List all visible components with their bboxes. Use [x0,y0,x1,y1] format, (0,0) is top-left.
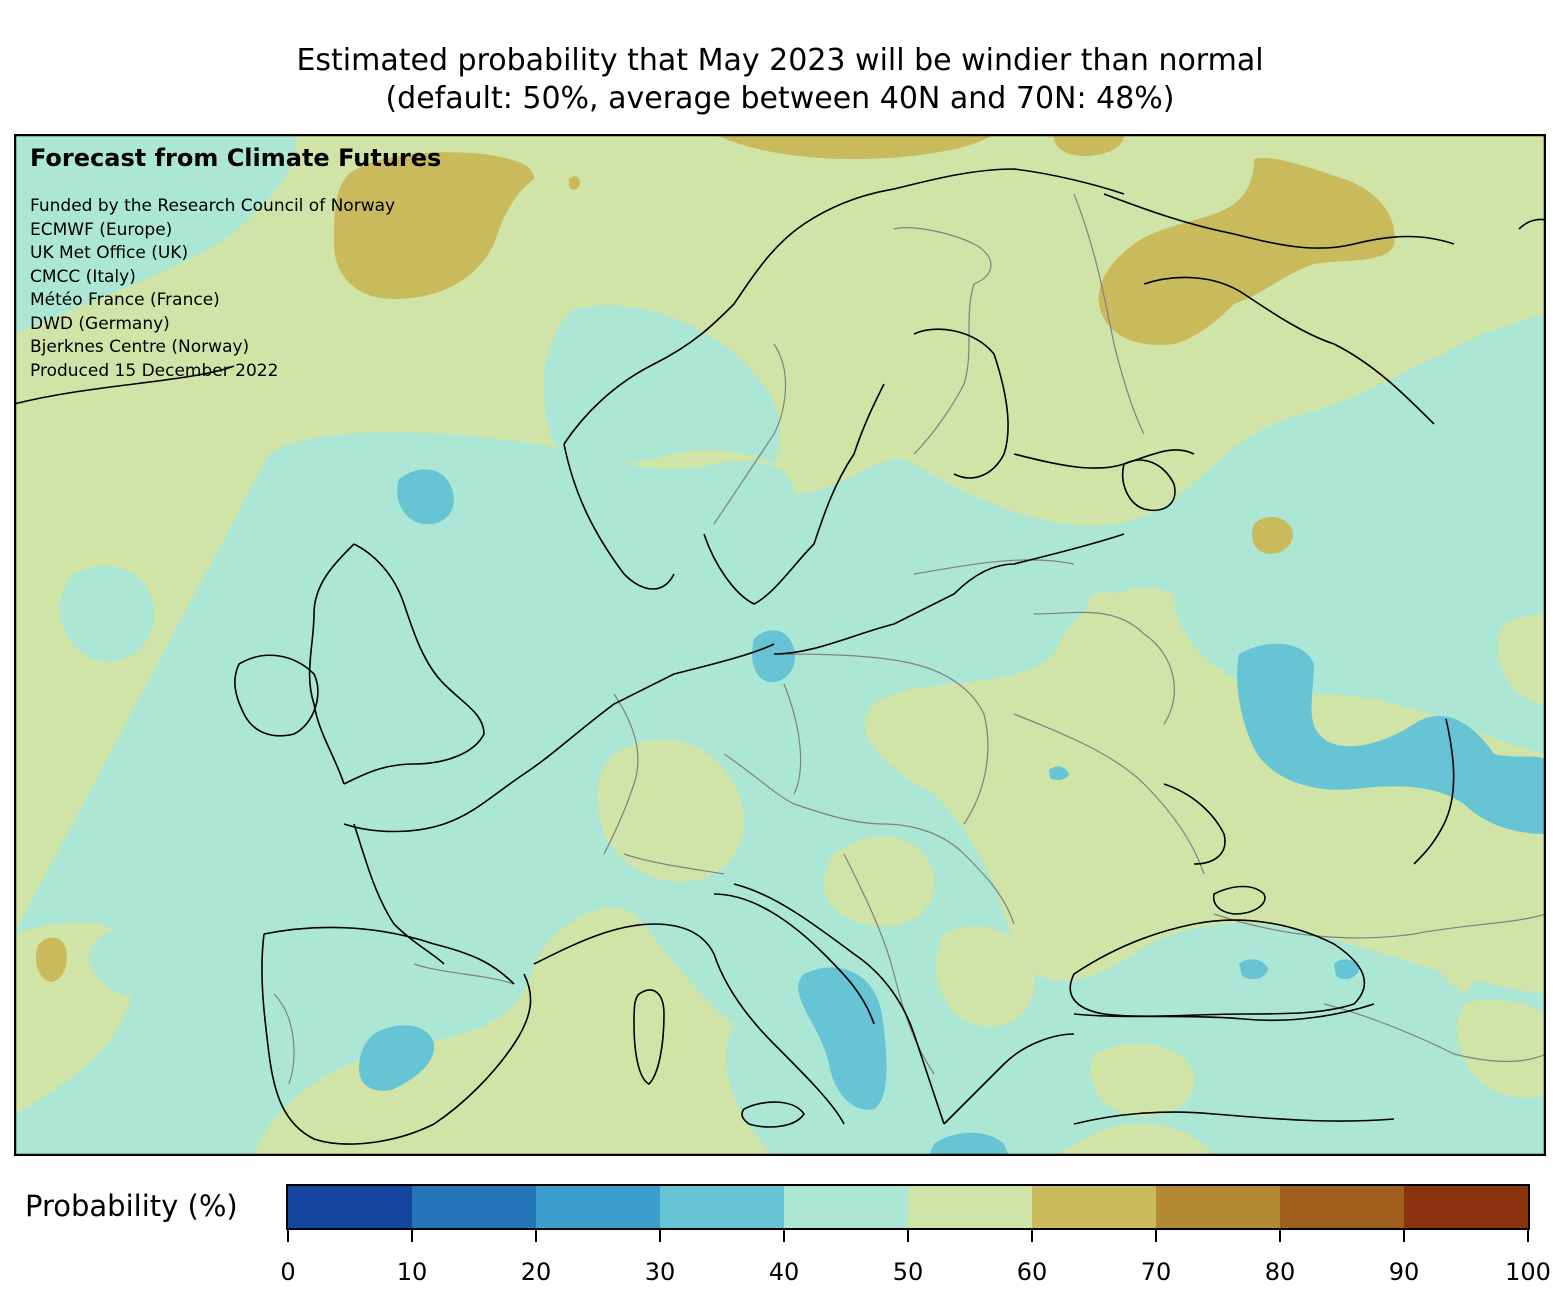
colorbar-tick-label: 0 [280,1258,296,1286]
colorbar-tick-label: 40 [768,1258,800,1286]
credits-heading: Forecast from Climate Futures [30,144,442,172]
colorbar-bin-90-100 [1404,1186,1528,1228]
colorbar [286,1184,1530,1230]
colorbar-tick [783,1230,785,1242]
credit-line: Funded by the Research Council of Norway [30,196,396,216]
credits-panel: Forecast from Climate Futures Funded by … [30,143,441,383]
map-title-line-2: (default: 50%, average between 40N and 7… [385,81,1175,116]
colorbar-bin-20-30 [536,1186,660,1228]
credit-line: DWD (Germany) [30,313,170,334]
credit-line: Produced 15 December 2022 [30,360,279,381]
colorbar-tick-label: 30 [644,1258,676,1286]
map-title-line-1: Estimated probability that May 2023 will… [296,43,1264,78]
colorbar-bin-50-60 [908,1186,1032,1228]
colorbar-tick [287,1230,289,1242]
colorbar-tick [1403,1230,1405,1242]
colorbar-tick [1155,1230,1157,1242]
colorbar-bin-60-70 [1032,1186,1156,1228]
colorbar-tick-label: 80 [1264,1258,1296,1286]
colorbar-tick [907,1230,909,1242]
coastlines [14,168,1546,1145]
colorbar-ticks: 0 10 20 30 40 50 60 70 80 90 100 [280,1230,1551,1290]
field-30-40 [359,469,1546,1156]
field-50-60-patches [597,592,1546,1117]
colorbar-tick [1279,1230,1281,1242]
colorbar-tick [411,1230,413,1242]
colorbar-tick-label: 70 [1140,1258,1172,1286]
colorbar-tick-label: 90 [1388,1258,1420,1286]
colorbar-bin-70-80 [1156,1186,1280,1228]
credit-line: Météo France (France) [30,290,220,310]
colorbar-label: Probability (%) [25,1189,238,1223]
colorbar-tick-label: 100 [1505,1258,1551,1286]
colorbar-tick-label: 60 [1016,1258,1048,1286]
colorbar-tick-label: 10 [396,1258,428,1286]
colorbar-tick-label: 20 [520,1258,552,1286]
credit-line: Bjerknes Centre (Norway) [30,337,250,357]
country-borders [273,193,1546,1085]
colorbar-bin-0-10 [288,1186,412,1228]
colorbar-tick [1527,1230,1529,1242]
probability-map [14,134,1546,1156]
colorbar-bin-10-20 [412,1186,536,1228]
colorbar-bin-30-40 [660,1186,784,1228]
colorbar-bin-40-50 [784,1186,908,1228]
colorbar-tick [659,1230,661,1242]
colorbar-tick-label: 50 [892,1258,924,1286]
credit-line: CMCC (Italy) [30,266,136,287]
credit-line: ECMWF (Europe) [30,219,173,240]
map-frame [14,134,1546,1156]
colorbar-bin-80-90 [1280,1186,1404,1228]
colorbar-tick [535,1230,537,1242]
colorbar-tick [1031,1230,1033,1242]
credit-line: UK Met Office (UK) [30,243,189,263]
field-40-50 [14,134,1546,1156]
field-60-70 [36,134,1395,982]
